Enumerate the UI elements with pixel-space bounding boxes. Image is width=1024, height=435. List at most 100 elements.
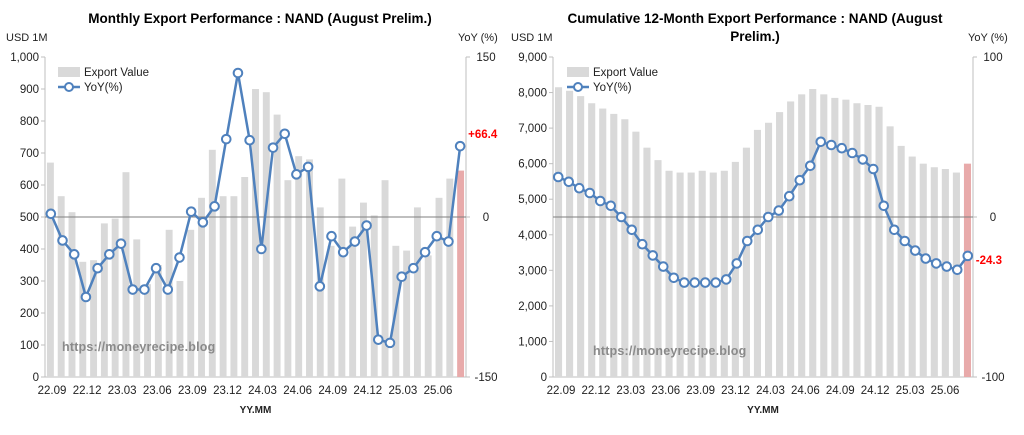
yoy-point (127, 284, 139, 295)
yoy-point (185, 206, 197, 217)
yoy-point (419, 246, 431, 258)
legend-bar-swatch (567, 67, 589, 77)
x-tick-label: 24.06 (283, 385, 312, 397)
export-bar (776, 112, 784, 377)
x-tick-label: 22.12 (73, 385, 102, 397)
yoy-point (115, 238, 127, 249)
yoy-point (68, 249, 80, 260)
yoy-point (361, 220, 372, 231)
yoy-point (45, 208, 57, 220)
yoy-point (626, 224, 638, 236)
x-tick-label: 24.12 (353, 385, 382, 397)
yoy-point (857, 154, 869, 165)
left-tick-label: 1,000 (10, 52, 39, 64)
right-tick-label: 0 (483, 212, 489, 224)
x-tick-label: 23.12 (721, 385, 750, 397)
export-bar (165, 229, 173, 377)
yoy-point (867, 163, 879, 175)
yoy-point (584, 187, 596, 199)
export-bar (111, 218, 119, 377)
x-tick-label: 23.03 (108, 385, 137, 397)
export-bar (963, 163, 972, 377)
x-tick-label: 24.03 (756, 385, 785, 397)
export-bar (198, 197, 205, 377)
export-bar (187, 229, 195, 377)
export-bar (90, 260, 98, 377)
yoy-point (139, 284, 150, 295)
x-tick-label: 23.06 (143, 385, 172, 397)
export-bar (930, 167, 938, 377)
export-bar (632, 131, 640, 377)
yoy-point (888, 224, 900, 236)
yoy-point (899, 235, 911, 247)
export-bar (144, 284, 152, 377)
yoy-point (337, 246, 349, 258)
yoy-point (920, 253, 932, 264)
yoy-point (636, 238, 648, 250)
export-bar (295, 156, 303, 377)
yoy-point (244, 134, 255, 146)
export-bar (842, 99, 850, 378)
yoy-point (689, 277, 701, 288)
yoy-point (815, 136, 827, 148)
plot-area: 0 1,000 2,000 3,000 4,000 5,000 6,000 7,000 8,00… (518, 52, 1004, 416)
yoy-point (174, 252, 185, 263)
left-tick-label: 100 (20, 340, 39, 352)
export-bar (349, 226, 357, 377)
left-tick-label: 0 (33, 372, 39, 384)
yoy-point (209, 201, 220, 212)
export-bar (588, 103, 596, 377)
yoy-point (92, 262, 103, 274)
export-bar (853, 103, 861, 377)
yoy-point (573, 182, 585, 194)
export-bar (79, 261, 87, 377)
yoy-point (710, 277, 722, 288)
yoy-point (720, 274, 732, 285)
x-axis-title: YY.MM (240, 405, 272, 416)
export-bar (698, 170, 706, 377)
export-bar (306, 159, 313, 377)
export-bar (864, 105, 872, 377)
right-tick-label: 0 (990, 212, 996, 224)
export-bar (359, 202, 367, 377)
export-bar (262, 92, 270, 377)
yoy-point (846, 147, 858, 159)
export-bar (46, 162, 54, 377)
left-tick-label: 600 (20, 180, 39, 192)
yoy-point (220, 133, 232, 145)
yoy-last-label: +66.4 (468, 129, 498, 141)
yoy-point (668, 272, 680, 284)
left-tick-label: 9,000 (518, 52, 547, 64)
left-tick-label: 800 (20, 116, 39, 128)
yoy-point (150, 262, 162, 274)
export-bar (154, 265, 162, 377)
export-bar (886, 126, 894, 377)
left-tick-label: 500 (20, 212, 39, 224)
chart-title: Cumulative 12-Month Export Performance :… (567, 11, 943, 44)
x-tick-label: 24.09 (318, 385, 347, 397)
export-bar (731, 161, 739, 377)
yoy-point (794, 174, 806, 186)
export-bar (338, 178, 346, 377)
legend-label: Export Value (84, 67, 149, 79)
export-bar (273, 114, 281, 377)
export-bar (457, 170, 465, 377)
export-bar (897, 145, 905, 377)
export-bar (709, 172, 717, 377)
yoy-point (951, 264, 963, 276)
legend-bar-swatch (58, 67, 80, 77)
right-axis-unit: YoY (%) (968, 32, 1008, 44)
yoy-point (552, 171, 564, 183)
export-bar (284, 180, 292, 377)
chart-cumulative: Cumulative 12-Month Export Performance :… (505, 0, 1024, 435)
x-axis-title: YY.MM (747, 405, 779, 416)
yoy-point (232, 67, 244, 79)
export-bar (446, 178, 454, 377)
export-bar (610, 113, 618, 377)
x-tick-label: 23.03 (616, 385, 645, 397)
export-bar (809, 89, 817, 377)
yoy-last-label: -24.3 (976, 255, 1002, 267)
yoy-point (615, 211, 627, 223)
yoy-point (741, 235, 753, 247)
export-bar (176, 281, 184, 377)
